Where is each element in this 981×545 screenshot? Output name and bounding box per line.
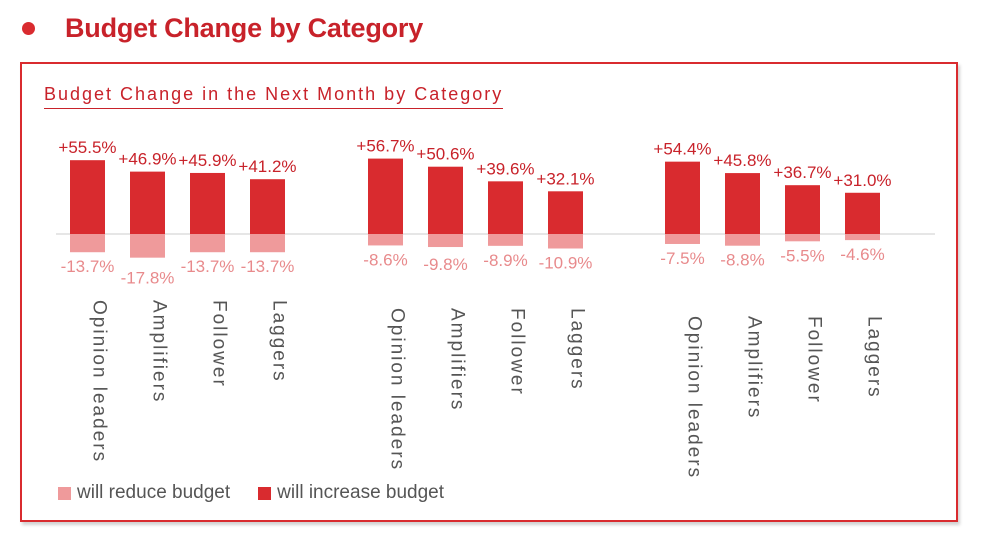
legend-swatch-reduce xyxy=(58,486,71,500)
category-label-group3-3: Follower xyxy=(804,316,825,404)
category-label-group3-2: Amplifiers xyxy=(744,316,765,419)
reduce-value-label-group3-4: -4.6% xyxy=(840,245,884,264)
reduce-value-label-group1-2: -17.8% xyxy=(121,269,175,288)
reduce-bar-group3-1 xyxy=(665,234,700,244)
increase-bar-group2-2 xyxy=(428,166,463,234)
reduce-bar-group2-3 xyxy=(488,234,523,246)
legend-label-reduce: will reduce budget xyxy=(77,482,231,503)
category-label-group1-1: Opinion leaders xyxy=(89,300,110,463)
increase-value-label-group2-1: +56.7% xyxy=(356,137,414,156)
increase-value-label-group2-4: +32.1% xyxy=(536,169,594,188)
increase-value-label-group1-2: +46.9% xyxy=(118,150,176,169)
increase-bar-group1-3 xyxy=(190,172,225,234)
reduce-bar-group2-1 xyxy=(368,234,403,246)
category-label-group3-1: Opinion leaders xyxy=(684,316,705,479)
increase-value-label-group1-3: +45.9% xyxy=(178,151,236,170)
category-label-group1-2: Amplifiers xyxy=(149,300,170,403)
increase-value-label-group3-4: +31.0% xyxy=(833,171,891,190)
category-label-group2-3: Follower xyxy=(507,308,528,396)
increase-bar-group3-2 xyxy=(725,173,760,234)
category-label-group1-3: Follower xyxy=(209,300,230,388)
increase-value-label-group1-1: +55.5% xyxy=(58,138,116,157)
increase-bar-group2-3 xyxy=(488,181,523,234)
reduce-value-label-group1-4: -13.7% xyxy=(241,257,295,276)
chart-frame xyxy=(20,62,958,522)
reduce-value-label-group3-2: -8.8% xyxy=(720,251,764,270)
reduce-value-label-group3-3: -5.5% xyxy=(780,246,824,265)
reduce-value-label-group2-1: -8.6% xyxy=(363,250,407,269)
chart-legend: will reduce budget will increase budget xyxy=(58,482,472,504)
reduce-value-label-group2-2: -9.8% xyxy=(423,255,467,274)
increase-value-label-group3-2: +45.8% xyxy=(713,151,771,170)
category-label-group2-1: Opinion leaders xyxy=(387,308,408,471)
reduce-bar-group3-2 xyxy=(725,234,760,246)
page-header: Budget Change by Category xyxy=(22,8,423,48)
reduce-bar-group3-3 xyxy=(785,234,820,242)
reduce-value-label-group1-3: -13.7% xyxy=(181,257,235,276)
chart-title: Budget Change in the Next Month by Categ… xyxy=(44,84,504,109)
reduce-bar-group1-4 xyxy=(250,234,285,253)
category-label-group3-4: Laggers xyxy=(864,316,885,399)
increase-bar-group2-1 xyxy=(368,158,403,234)
increase-value-label-group3-3: +36.7% xyxy=(773,163,831,182)
increase-bar-group3-4 xyxy=(845,192,880,234)
reduce-bar-group3-4 xyxy=(845,234,880,241)
increase-bar-group3-1 xyxy=(665,161,700,234)
category-label-group2-4: Laggers xyxy=(567,308,588,391)
legend-label-increase: will increase budget xyxy=(277,482,445,503)
reduce-value-label-group3-1: -7.5% xyxy=(660,249,704,268)
increase-bar-group2-4 xyxy=(548,191,583,234)
reduce-bar-group2-2 xyxy=(428,234,463,248)
legend-swatch-increase xyxy=(258,486,272,500)
category-label-group2-2: Amplifiers xyxy=(447,308,468,411)
reduce-value-label-group2-4: -10.9% xyxy=(539,253,593,272)
legend-item-increase: will increase budget xyxy=(258,482,444,504)
reduce-value-label-group1-1: -13.7% xyxy=(61,257,115,276)
reduce-bar-group2-4 xyxy=(548,234,583,249)
bullet-dot-icon xyxy=(22,21,35,35)
reduce-bar-group1-1 xyxy=(70,234,105,253)
category-label-group1-4: Laggers xyxy=(269,300,290,383)
increase-bar-group1-1 xyxy=(70,160,105,234)
page-title: Budget Change by Category xyxy=(65,12,424,43)
increase-bar-group3-3 xyxy=(785,185,820,234)
reduce-value-label-group2-3: -8.9% xyxy=(483,251,527,270)
increase-bar-group1-4 xyxy=(250,179,285,234)
increase-value-label-group2-3: +39.6% xyxy=(476,159,534,178)
increase-value-label-group1-4: +41.2% xyxy=(238,157,296,176)
legend-item-reduce: will reduce budget xyxy=(58,482,230,504)
increase-bar-group1-2 xyxy=(130,171,165,234)
reduce-bar-group1-3 xyxy=(190,234,225,253)
reduce-bar-group1-2 xyxy=(130,234,165,258)
increase-value-label-group3-1: +54.4% xyxy=(653,140,711,159)
increase-value-label-group2-2: +50.6% xyxy=(416,145,474,164)
